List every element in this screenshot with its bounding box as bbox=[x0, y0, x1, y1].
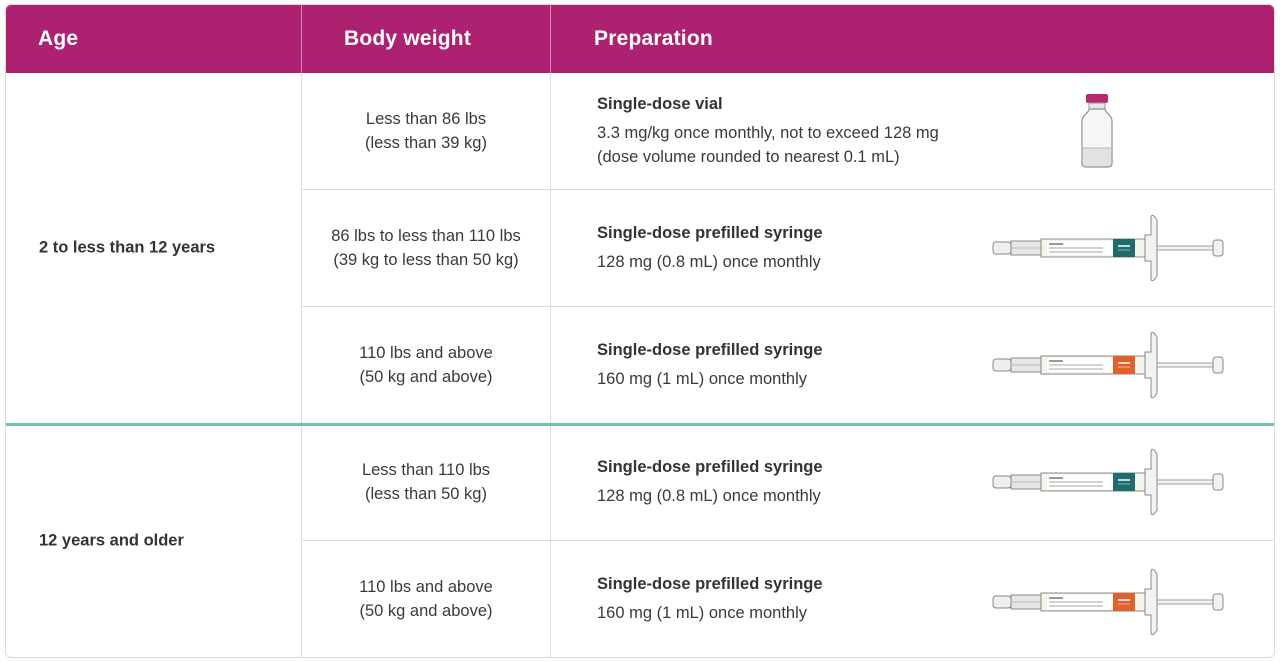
row-divider bbox=[302, 306, 1274, 307]
preparation-note: (dose volume rounded to nearest 0.1 mL) bbox=[597, 148, 900, 166]
row-divider bbox=[302, 189, 1274, 190]
preparation-title: Single-dose prefilled syringe bbox=[597, 575, 823, 593]
header-divider bbox=[301, 5, 302, 73]
dosing-table: Age Body weight Preparation 2 to less th… bbox=[5, 4, 1275, 658]
preparation-dose: 128 mg (0.8 mL) once monthly bbox=[597, 487, 821, 505]
preparation-cell: Single-dose prefilled syringe 128 mg (0.… bbox=[597, 222, 1017, 274]
preparation-cell: Single-dose vial 3.3 mg/kg once monthly,… bbox=[597, 93, 1017, 169]
weight-cell: 110 lbs and above (50 kg and above) bbox=[359, 578, 493, 620]
age-group-label: 12 years and older bbox=[39, 531, 184, 550]
weight-cell: Less than 86 lbs (less than 39 kg) bbox=[365, 110, 487, 152]
row-divider bbox=[302, 540, 1274, 541]
preparation-dose: 128 mg (0.8 mL) once monthly bbox=[597, 253, 821, 271]
table-header: Age Body weight Preparation bbox=[6, 5, 1274, 73]
group-divider bbox=[6, 423, 1274, 426]
preparation-title: Single-dose vial bbox=[597, 95, 723, 113]
preparation-cell: Single-dose prefilled syringe 160 mg (1 … bbox=[597, 339, 1017, 391]
preparation-title: Single-dose prefilled syringe bbox=[597, 341, 823, 359]
weight-cell: Less than 110 lbs (less than 50 kg) bbox=[361, 461, 491, 503]
weight-cell: 110 lbs and above (50 kg and above) bbox=[359, 344, 493, 386]
syringe-128-icon bbox=[992, 448, 1224, 516]
vial-icon bbox=[1081, 94, 1113, 168]
preparation-cell: Single-dose prefilled syringe 128 mg (0.… bbox=[597, 456, 1017, 508]
preparation-dose: 160 mg (1 mL) once monthly bbox=[597, 370, 808, 388]
preparation-cell: Single-dose prefilled syringe 160 mg (1 … bbox=[597, 573, 1017, 625]
column-divider bbox=[301, 73, 302, 657]
column-divider bbox=[550, 73, 551, 657]
header-body-weight: Body weight bbox=[344, 27, 472, 50]
preparation-title: Single-dose prefilled syringe bbox=[597, 224, 823, 242]
age-group-label: 2 to less than 12 years bbox=[39, 238, 216, 257]
preparation-dose: 3.3 mg/kg once monthly, not to exceed 12… bbox=[597, 124, 939, 142]
preparation-title: Single-dose prefilled syringe bbox=[597, 458, 823, 476]
weight-cell: 86 lbs to less than 110 lbs (39 kg to le… bbox=[331, 227, 521, 269]
syringe-128-icon bbox=[992, 214, 1224, 282]
syringe-160-icon bbox=[992, 331, 1224, 399]
header-divider bbox=[550, 5, 551, 73]
header-preparation: Preparation bbox=[594, 27, 713, 50]
syringe-160-icon bbox=[992, 568, 1224, 636]
header-age: Age bbox=[38, 27, 79, 50]
preparation-dose: 160 mg (1 mL) once monthly bbox=[597, 604, 808, 622]
